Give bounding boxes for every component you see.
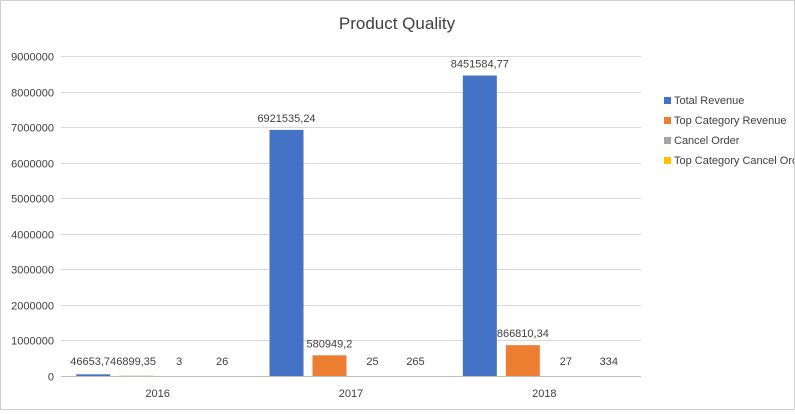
data-label: 8451584,77 (451, 58, 509, 70)
data-label: 6899,35 (116, 356, 156, 368)
x-tick-label: 2018 (532, 388, 556, 400)
x-axis: 2016 2017 2018 (145, 388, 556, 400)
y-tick-label: 6000000 (11, 159, 54, 171)
bar (313, 355, 347, 376)
bar (506, 345, 540, 376)
legend-swatch (664, 97, 671, 104)
legend-item: Top Category Cancel Order (664, 155, 794, 167)
data-label: 46653,74 (70, 356, 116, 368)
legend: Total Revenue Top Category Revenue Cancel … (664, 95, 794, 167)
data-label: 866810,34 (497, 328, 549, 340)
x-tick-label: 2017 (339, 388, 363, 400)
chart-title: Product Quality (339, 14, 456, 33)
data-label: 27 (560, 356, 572, 368)
legend-label: Top Category Revenue (674, 115, 787, 127)
y-tick-label: 9000000 (11, 52, 54, 64)
data-label: 265 (406, 356, 424, 368)
y-tick-label: 8000000 (11, 88, 54, 100)
data-label: 6921535,24 (257, 113, 315, 125)
y-tick-label: 3000000 (11, 265, 54, 277)
y-tick-label: 4000000 (11, 230, 54, 242)
data-label: 25 (366, 356, 378, 368)
data-label: 26 (216, 356, 228, 368)
y-tick-label: 1000000 (11, 336, 54, 348)
legend-item: Cancel Order (664, 135, 740, 147)
data-label: 580949,2 (307, 338, 353, 350)
data-label: 3 (176, 356, 182, 368)
legend-label: Total Revenue (674, 95, 744, 107)
y-tick-label: 5000000 (11, 194, 54, 206)
bar (463, 75, 497, 376)
gridlines (61, 57, 641, 377)
y-tick-label: 2000000 (11, 301, 54, 313)
y-tick-label: 7000000 (11, 123, 54, 135)
legend-item: Total Revenue (664, 95, 744, 107)
bar (76, 374, 110, 376)
legend-label: Cancel Order (674, 135, 740, 147)
y-tick-label: 0 (48, 372, 54, 384)
legend-swatch (664, 137, 671, 144)
legend-item: Top Category Revenue (664, 115, 787, 127)
bar (270, 130, 304, 376)
legend-swatch (664, 157, 671, 164)
y-axis: 0 1000000 2000000 3000000 4000000 5000000 6000… (11, 52, 54, 384)
data-label: 334 (600, 356, 618, 368)
legend-label: Top Category Cancel Order (674, 155, 794, 167)
legend-swatch (664, 117, 671, 124)
x-tick-label: 2016 (145, 388, 169, 400)
